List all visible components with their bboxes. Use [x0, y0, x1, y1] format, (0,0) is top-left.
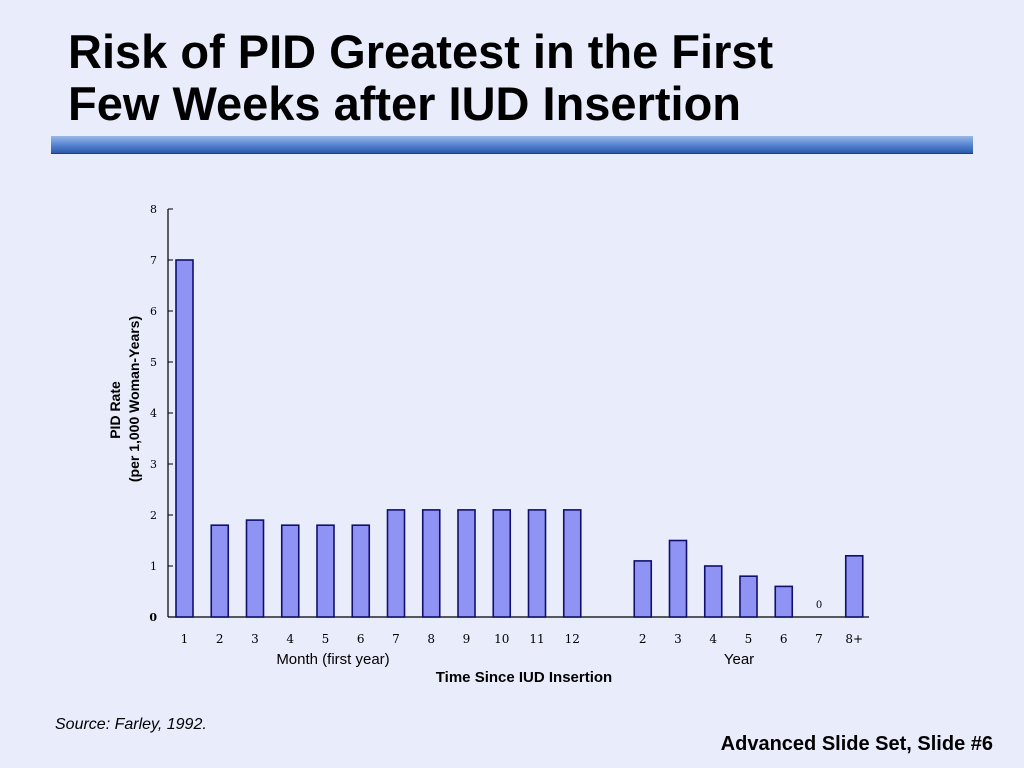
slide-title-line-2: Few Weeks after IUD Insertion: [68, 77, 741, 130]
x-axis-title: Time Since IUD Insertion: [436, 669, 612, 686]
bar-month-3: [245, 519, 265, 618]
bar-year-5: [739, 575, 758, 618]
bar-year-8+: [844, 554, 864, 618]
y-tick-label: 7: [150, 254, 157, 267]
x-tick-label: 7: [392, 632, 400, 646]
title-underline-bar: [51, 136, 973, 154]
x-tick-label: 2: [639, 632, 647, 646]
y-tick-label: 4: [150, 407, 157, 420]
y-tick-label: 2: [150, 509, 157, 522]
x-tick-label: 8: [427, 632, 435, 646]
bar-month-10: [492, 509, 512, 618]
zero-value-annotation: 0: [816, 600, 822, 611]
y-tick-label: 8: [150, 203, 157, 216]
bar-month-1: [175, 259, 194, 618]
x-tick-label: 3: [674, 632, 682, 646]
x-tick-label: 12: [565, 632, 580, 646]
bar-month-5: [316, 524, 335, 618]
y-tick-label: 3: [150, 458, 157, 471]
bar-year-2: [633, 560, 653, 618]
source-citation: Source: Farley, 1992.: [55, 716, 207, 733]
chart-axes-layer: [167, 208, 869, 618]
bar-year-3: [668, 539, 688, 618]
y-tick-label: 1: [150, 560, 157, 573]
bar-year-4: [703, 565, 723, 618]
slide-title-line-1: Risk of PID Greatest in the First: [68, 25, 774, 78]
y-tick-label: 6: [150, 305, 157, 318]
bar-month-4: [280, 524, 300, 618]
x-tick-label: 7: [815, 632, 823, 646]
y-axis-title-line-1: PID Rate: [107, 381, 123, 439]
chart-bars-layer: [175, 259, 864, 618]
x-tick-label: 6: [780, 632, 788, 646]
x-tick-label: 6: [357, 632, 365, 646]
x-tick-label: 2: [216, 632, 224, 646]
x-tick-label: 10: [494, 632, 509, 646]
bar-month-9: [457, 509, 476, 618]
year-group-label: Year: [724, 651, 754, 668]
x-tick-label: 3: [251, 632, 259, 646]
x-tick-label: 1: [181, 632, 189, 646]
bar-month-12: [562, 509, 582, 618]
y-axis-title-line-2: (per 1,000 Woman-Years): [126, 316, 142, 482]
slide-title: Risk of PID Greatest in the First Few We…: [68, 26, 968, 130]
y-tick-label: 0: [149, 611, 157, 624]
y-tick-label: 5: [150, 356, 157, 369]
x-tick-label: 5: [322, 632, 330, 646]
bar-year-6: [774, 585, 794, 618]
month-group-label: Month (first year): [276, 651, 389, 668]
bar-month-6: [351, 524, 371, 618]
bar-month-2: [210, 524, 230, 618]
x-tick-label: 11: [529, 632, 544, 646]
bar-month-11: [527, 509, 547, 618]
x-tick-label: 8+: [845, 632, 863, 646]
slide-footer: Advanced Slide Set, Slide #6: [720, 733, 993, 755]
bar-month-7: [386, 509, 406, 618]
x-tick-label: 9: [463, 632, 471, 646]
x-tick-label: 5: [745, 632, 753, 646]
x-tick-label: 4: [286, 632, 294, 646]
x-tick-label: 4: [709, 632, 717, 646]
bar-month-8: [421, 509, 441, 618]
